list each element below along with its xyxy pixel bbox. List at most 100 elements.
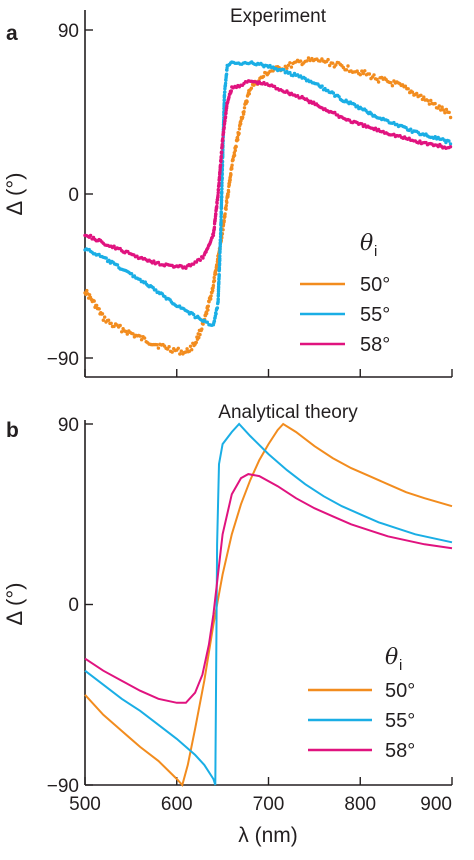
- panel-a-data-point: [217, 175, 222, 179]
- panel-a-data-point: [106, 318, 111, 322]
- panel-a-data-point: [115, 263, 120, 267]
- panel-a-data-point: [212, 279, 217, 283]
- panel-a-data-point: [219, 211, 223, 215]
- panel-a-data-point: [201, 322, 205, 326]
- panel-a-data-point: [443, 111, 447, 115]
- panel-a-data-point: [224, 207, 228, 211]
- panel-a-data-point: [355, 69, 359, 73]
- panel-a-data-point: [217, 261, 222, 266]
- panel-a-data-point: [223, 90, 227, 94]
- panel-a-data-point: [218, 163, 223, 167]
- panel-b-ytick-label-minus90: −90: [47, 776, 79, 797]
- panel-a-data-point: [212, 275, 216, 280]
- panel-a-data-point: [142, 336, 147, 340]
- panel-a-data-point: [305, 59, 309, 63]
- panel-a-data-point: [422, 95, 426, 99]
- panel-a-y-label: Δ (°): [2, 172, 27, 215]
- panel-a-data-point: [282, 68, 286, 72]
- panel-a-data-point: [289, 65, 294, 69]
- panel-a-data-point: [176, 346, 180, 350]
- panel-a-data-point: [218, 235, 223, 239]
- panel-a-data-point: [185, 347, 189, 351]
- panel-a-data-point: [215, 204, 219, 209]
- panel-a-data-point: [211, 288, 215, 293]
- panel-a-data-point: [88, 233, 93, 238]
- panel-a-data-point: [205, 311, 209, 316]
- panel-a-data-point: [217, 273, 221, 277]
- panel-a-data-point: [229, 173, 233, 177]
- panel-a-data-point: [220, 187, 224, 191]
- panel-a-data-point: [230, 163, 234, 167]
- panel-b-label: b: [6, 419, 19, 442]
- panel-a-data-point: [373, 126, 378, 130]
- panel-a-data-point: [403, 84, 408, 88]
- panel-a-data-point: [129, 272, 134, 276]
- panel-a-data-point: [100, 312, 105, 316]
- panel-a-data-point: [212, 225, 217, 230]
- panel-a-data-point: [216, 191, 220, 195]
- panel-a-data-point: [219, 231, 223, 235]
- panel-a-data-point: [109, 321, 113, 325]
- panel-b-xtick-label-700: 700: [253, 794, 285, 815]
- panel-a-data-point: [97, 307, 101, 311]
- panel-a-data-point: [223, 214, 227, 219]
- panel-a-data-point: [85, 288, 89, 293]
- panel-a-data-point: [298, 59, 303, 63]
- panel-a-data-point: [419, 93, 423, 98]
- panel-a-data-point: [194, 340, 198, 345]
- panel-b-x-label: λ (nm): [238, 824, 298, 847]
- panel-a-series: [83, 56, 453, 356]
- panel-b-legend-title: θ: [385, 645, 398, 670]
- panel-b-ytick-label-90: 90: [58, 415, 79, 436]
- panel-a-data-point: [252, 83, 256, 87]
- panel-a-data-point: [215, 306, 220, 310]
- panel-a-data-point: [220, 190, 224, 194]
- panel-a-data-point: [209, 294, 213, 298]
- panel-a-data-point: [367, 72, 372, 76]
- panel-a-data-point: [104, 256, 108, 260]
- panel-a-data-point: [154, 288, 158, 292]
- panel-a-data-point: [219, 154, 223, 159]
- panel-a-data-point: [218, 256, 222, 261]
- panel-a-data-point: [245, 100, 249, 104]
- panel-a-data-point: [427, 102, 432, 106]
- panel-a-title: Experiment: [230, 6, 327, 27]
- panel-a-data-point: [444, 107, 449, 112]
- panel-a-data-point: [184, 266, 188, 270]
- panel-a-data-point: [247, 92, 251, 96]
- panel-b-series-line-0: [84, 422, 453, 788]
- panel-a-data-point: [167, 345, 171, 349]
- panel-a-data-point: [222, 125, 226, 130]
- panel-a-data-point: [155, 343, 159, 347]
- panel-a-data-point: [217, 280, 221, 284]
- panel-a-data-point: [285, 66, 289, 71]
- panel-a-data-point: [219, 220, 223, 224]
- panel-a-data-point: [234, 145, 238, 149]
- legend-a-label-55: 55°: [360, 304, 390, 326]
- panel-a-data-point: [334, 63, 338, 67]
- panel-a-data-point: [218, 254, 222, 258]
- panel-a-data-point: [320, 84, 324, 88]
- panel-b: b Analytical theory 90 0 −90 500 600 700…: [2, 402, 453, 847]
- panel-a-data-point: [214, 312, 218, 316]
- panel-b-title: Analytical theory: [218, 402, 358, 423]
- panel-a-data-point: [95, 303, 99, 308]
- panel-a-data-point: [409, 127, 413, 131]
- panel-a-data-point: [131, 332, 135, 336]
- panel-a-data-point: [198, 258, 202, 262]
- panel-a-data-point: [239, 122, 243, 126]
- panel-a-ytick-label-0: 0: [68, 185, 79, 206]
- panel-a-data-point: [372, 73, 376, 77]
- panel-a-data-point: [220, 181, 224, 185]
- legend-b-label-58: 58°: [385, 740, 415, 762]
- panel-a-data-point: [288, 61, 292, 65]
- panel-a-data-point: [433, 101, 437, 106]
- legend-a-label-50: 50°: [360, 274, 390, 296]
- panel-a-data-point: [363, 69, 367, 73]
- panel-a-data-point: [216, 298, 220, 302]
- panel-a-data-point: [211, 233, 216, 238]
- panel-a-data-point: [206, 304, 210, 308]
- panel-a-data-point: [447, 139, 451, 143]
- panel-a-data-point: [179, 349, 183, 353]
